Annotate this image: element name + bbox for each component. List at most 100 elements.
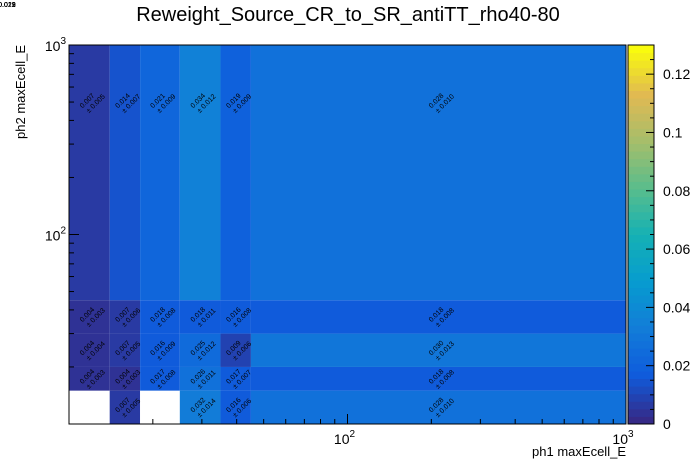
colorbar-band — [628, 166, 654, 175]
heatmap-cell — [140, 366, 180, 391]
colorbar-band — [628, 135, 654, 145]
heatmap-cell — [179, 45, 221, 301]
colorbar-band — [628, 226, 654, 235]
colorbar-band — [628, 378, 654, 387]
colorbar-band — [628, 234, 654, 243]
colorbar-band — [628, 128, 654, 137]
heatmap-cell — [140, 390, 180, 424]
cell-value-label: 0.128 — [0, 0, 9, 1]
colorbar-tick-label: 0.02 — [663, 358, 690, 374]
cell-annotation: 0.046± 0.013 — [0, 0, 16, 9]
cell-value-label: 0.099 — [0, 0, 9, 1]
cell-value-label: 0.108 — [0, 0, 9, 1]
colorbar-band — [628, 386, 654, 395]
heatmap-cell — [140, 45, 180, 301]
heatmap-cell — [250, 390, 626, 424]
colorbar-band — [628, 211, 654, 220]
heatmap-cell — [250, 300, 626, 334]
cell-annotation: 0.039± 0.012 — [0, 0, 16, 9]
colorbar-band — [628, 143, 654, 152]
colorbar-band — [628, 317, 654, 326]
heatmap-cell — [69, 390, 110, 424]
colorbar-band — [628, 393, 654, 402]
colorbar-band — [628, 242, 654, 251]
colorbar-band — [628, 257, 654, 266]
y-axis-title: ph2 maxEcell_E — [13, 45, 28, 139]
heatmap-cell — [179, 333, 221, 367]
colorbar-band — [628, 249, 654, 258]
cell-annotation: 0.099± 0.019 — [0, 0, 16, 9]
heatmap-cell — [220, 390, 251, 424]
colorbar-band — [628, 52, 654, 61]
colorbar-band — [628, 113, 654, 122]
heatmap-cell — [250, 366, 626, 391]
heatmap-cell — [109, 45, 141, 301]
colorbar-band — [628, 173, 654, 182]
cell-error-label: ± 0.019 — [0, 2, 16, 9]
colorbar-band — [628, 67, 654, 76]
heatmap-cell — [69, 366, 110, 391]
cell-error-label: ± 0.012 — [0, 2, 16, 9]
colorbar-band — [628, 401, 654, 410]
colorbar-band — [628, 264, 654, 273]
x-tick-label: 102 — [334, 429, 356, 447]
cell-value-label: 0.039 — [0, 0, 9, 1]
heatmap-cell — [140, 300, 180, 334]
heatmap-cell — [220, 333, 251, 367]
heatmap-cell — [220, 45, 251, 301]
colorbar-band — [628, 105, 654, 114]
colorbar-band — [628, 340, 654, 349]
colorbar-band — [628, 325, 654, 334]
heatmap-cells — [69, 45, 626, 424]
heatmap-cell — [109, 366, 141, 391]
colorbar-band — [628, 287, 654, 296]
heatmap-cell — [179, 366, 221, 391]
heatmap-cell — [250, 45, 626, 301]
heatmap-cell — [69, 300, 110, 334]
colorbar-band — [628, 355, 654, 364]
colorbar-band — [628, 189, 654, 198]
x-axis-title: ph1 maxEcell_E — [532, 444, 626, 459]
colorbar-tick-label: 0.08 — [663, 183, 690, 199]
colorbar-tick-label: 0.06 — [663, 241, 690, 257]
colorbar-band — [628, 302, 654, 311]
colorbar-band — [628, 204, 654, 213]
colorbar: 0 0.02 0.04 0.06 0.08 0.1 0.12 — [627, 44, 690, 432]
cell-annotation: 0.108± 0.019 — [0, 0, 16, 9]
colorbar-band — [628, 98, 654, 107]
colorbar-band — [628, 60, 654, 69]
colorbar-band — [628, 295, 654, 304]
heatmap-cell — [220, 300, 251, 334]
colorbar-band — [628, 272, 654, 281]
cell-error-label: ± 0.013 — [0, 2, 16, 9]
colorbar-band — [628, 158, 654, 167]
heatmap-cell — [179, 300, 221, 334]
colorbar-band — [628, 181, 654, 190]
colorbar-band — [628, 408, 654, 417]
heatmap-cell — [109, 390, 141, 424]
heatmap-cell — [220, 366, 251, 391]
colorbar-tick-label: 0.12 — [663, 66, 690, 82]
colorbar-band — [628, 370, 654, 380]
heatmap-cell — [109, 333, 141, 367]
heatmap-cell — [109, 300, 141, 334]
cell-annotation: 0.128± 0.021 — [0, 0, 16, 9]
heatmap-cell — [250, 333, 626, 367]
colorbar-band — [628, 45, 654, 54]
colorbar-band — [628, 196, 654, 205]
colorbar-tick-label: 0 — [663, 416, 671, 432]
heatmap-cell — [69, 45, 110, 301]
colorbar-band — [628, 333, 654, 342]
colorbar-tick-label: 0.1 — [663, 124, 683, 140]
colorbar-band — [628, 151, 654, 160]
colorbar-band — [628, 120, 654, 129]
heatmap-cell — [179, 390, 221, 424]
colorbar-band — [628, 219, 654, 228]
cell-value-label: 0.046 — [0, 0, 9, 1]
y-tick-label: 102 — [45, 226, 67, 244]
colorbar-band — [628, 363, 654, 372]
chart-title: Reweight_Source_CR_to_SR_antiTT_rho40-80 — [136, 4, 560, 26]
colorbar-tick-label: 0.04 — [663, 299, 690, 315]
